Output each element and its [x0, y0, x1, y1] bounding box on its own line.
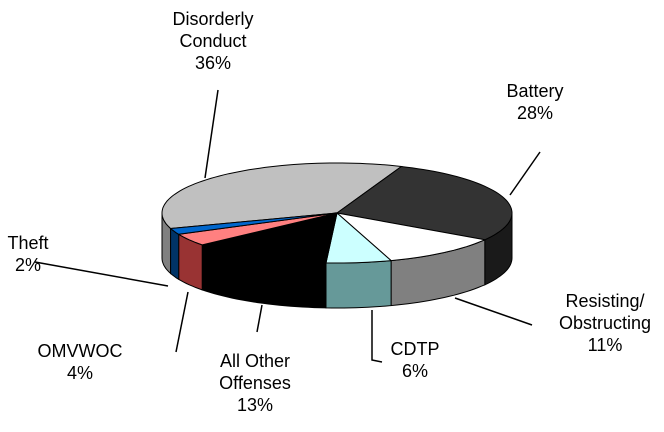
slice: [335, 212, 487, 262]
leader-line: [34, 261, 169, 287]
category-label: All Other Offenses: [219, 351, 291, 393]
category-label: Battery: [506, 81, 564, 101]
value-label: 13%: [236, 395, 274, 415]
value-label: 36%: [194, 53, 232, 73]
category-label: CDTP: [390, 339, 440, 359]
slice-label: All Other Offenses 13%: [208, 350, 303, 416]
slice-side: [325, 260, 392, 309]
slice-side: [170, 227, 180, 281]
slice-label: CDTP 6%: [385, 338, 445, 382]
leader-line: [454, 297, 533, 326]
slice-label: Theft 2%: [3, 232, 53, 276]
value-label: 6%: [401, 361, 428, 381]
slice: [161, 162, 403, 230]
slice-label: Battery 28%: [495, 80, 575, 124]
leader-line: [509, 151, 541, 196]
slice-label: Disorderly Conduct 36%: [163, 8, 263, 74]
category-label: OMVWOC: [37, 341, 123, 361]
slice: [335, 165, 513, 241]
category-label: Resisting/ Obstructing: [558, 291, 652, 333]
category-label: Disorderly Conduct: [172, 9, 254, 51]
leader-line: [204, 89, 219, 179]
slice: [169, 212, 338, 235]
slice: [325, 212, 393, 264]
value-label: 28%: [516, 103, 554, 123]
value-label: 11%: [587, 335, 623, 355]
slice: [177, 212, 338, 246]
slice-label: Resisting/ Obstructing 11%: [548, 290, 663, 356]
slice-label: OMVWOC 4%: [35, 340, 125, 384]
value-label: 2%: [14, 255, 41, 275]
slice: [200, 212, 338, 264]
category-label: Theft: [7, 233, 49, 253]
leader-line: [371, 310, 383, 363]
leader-line: [175, 291, 189, 353]
value-label: 4%: [66, 363, 93, 383]
leader-line: [256, 304, 263, 333]
